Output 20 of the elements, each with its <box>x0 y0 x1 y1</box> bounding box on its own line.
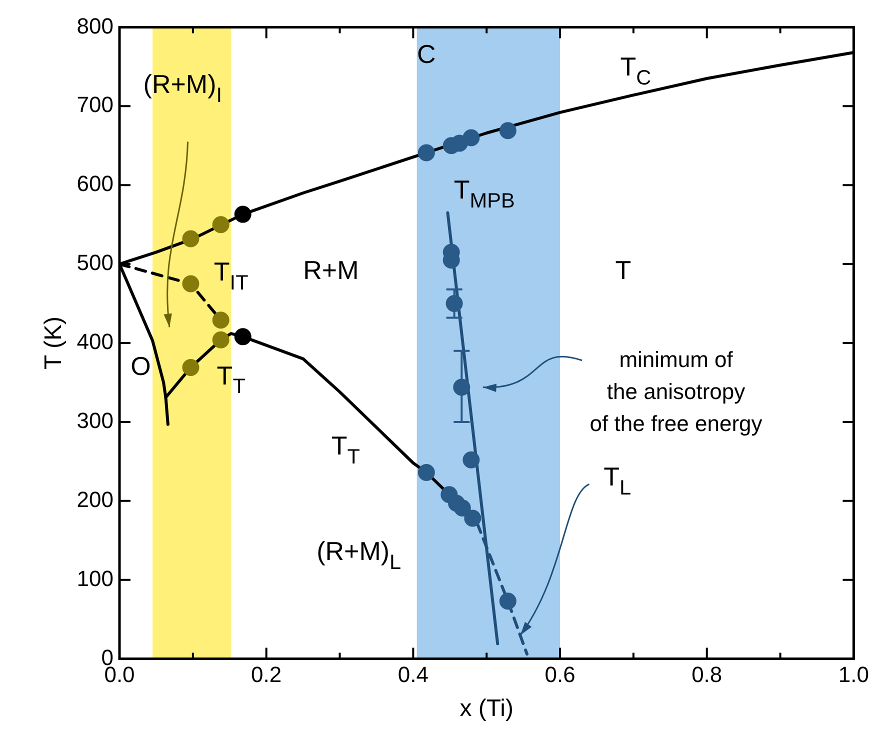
y-tick-label: 300 <box>76 408 114 434</box>
annotation: O <box>130 350 151 381</box>
x-tick-label: 0.2 <box>251 662 282 688</box>
annotation: T <box>615 255 632 286</box>
y-tick-label: 700 <box>76 92 114 118</box>
annotation: minimum of the anisotropy of the free energy <box>590 346 762 436</box>
y-tick-label: 500 <box>76 250 114 276</box>
x-tick-label: 0.6 <box>544 662 576 688</box>
y-tick-label: 800 <box>76 13 114 38</box>
x-tick-label: 1.0 <box>838 662 870 688</box>
y-tick-label: 600 <box>76 171 114 196</box>
annotation: R+M <box>303 255 359 286</box>
x-tick-label: 0.4 <box>398 662 428 688</box>
y-tick-label: 200 <box>76 486 114 512</box>
y-tick-label: 100 <box>76 566 114 591</box>
y-tick-label: 400 <box>76 329 114 354</box>
annotation: C <box>417 38 436 69</box>
x-axis-title: x (Ti) <box>460 695 514 722</box>
x-tick-label: 0.8 <box>692 662 722 688</box>
y-axis-title: T (K) <box>40 316 68 370</box>
